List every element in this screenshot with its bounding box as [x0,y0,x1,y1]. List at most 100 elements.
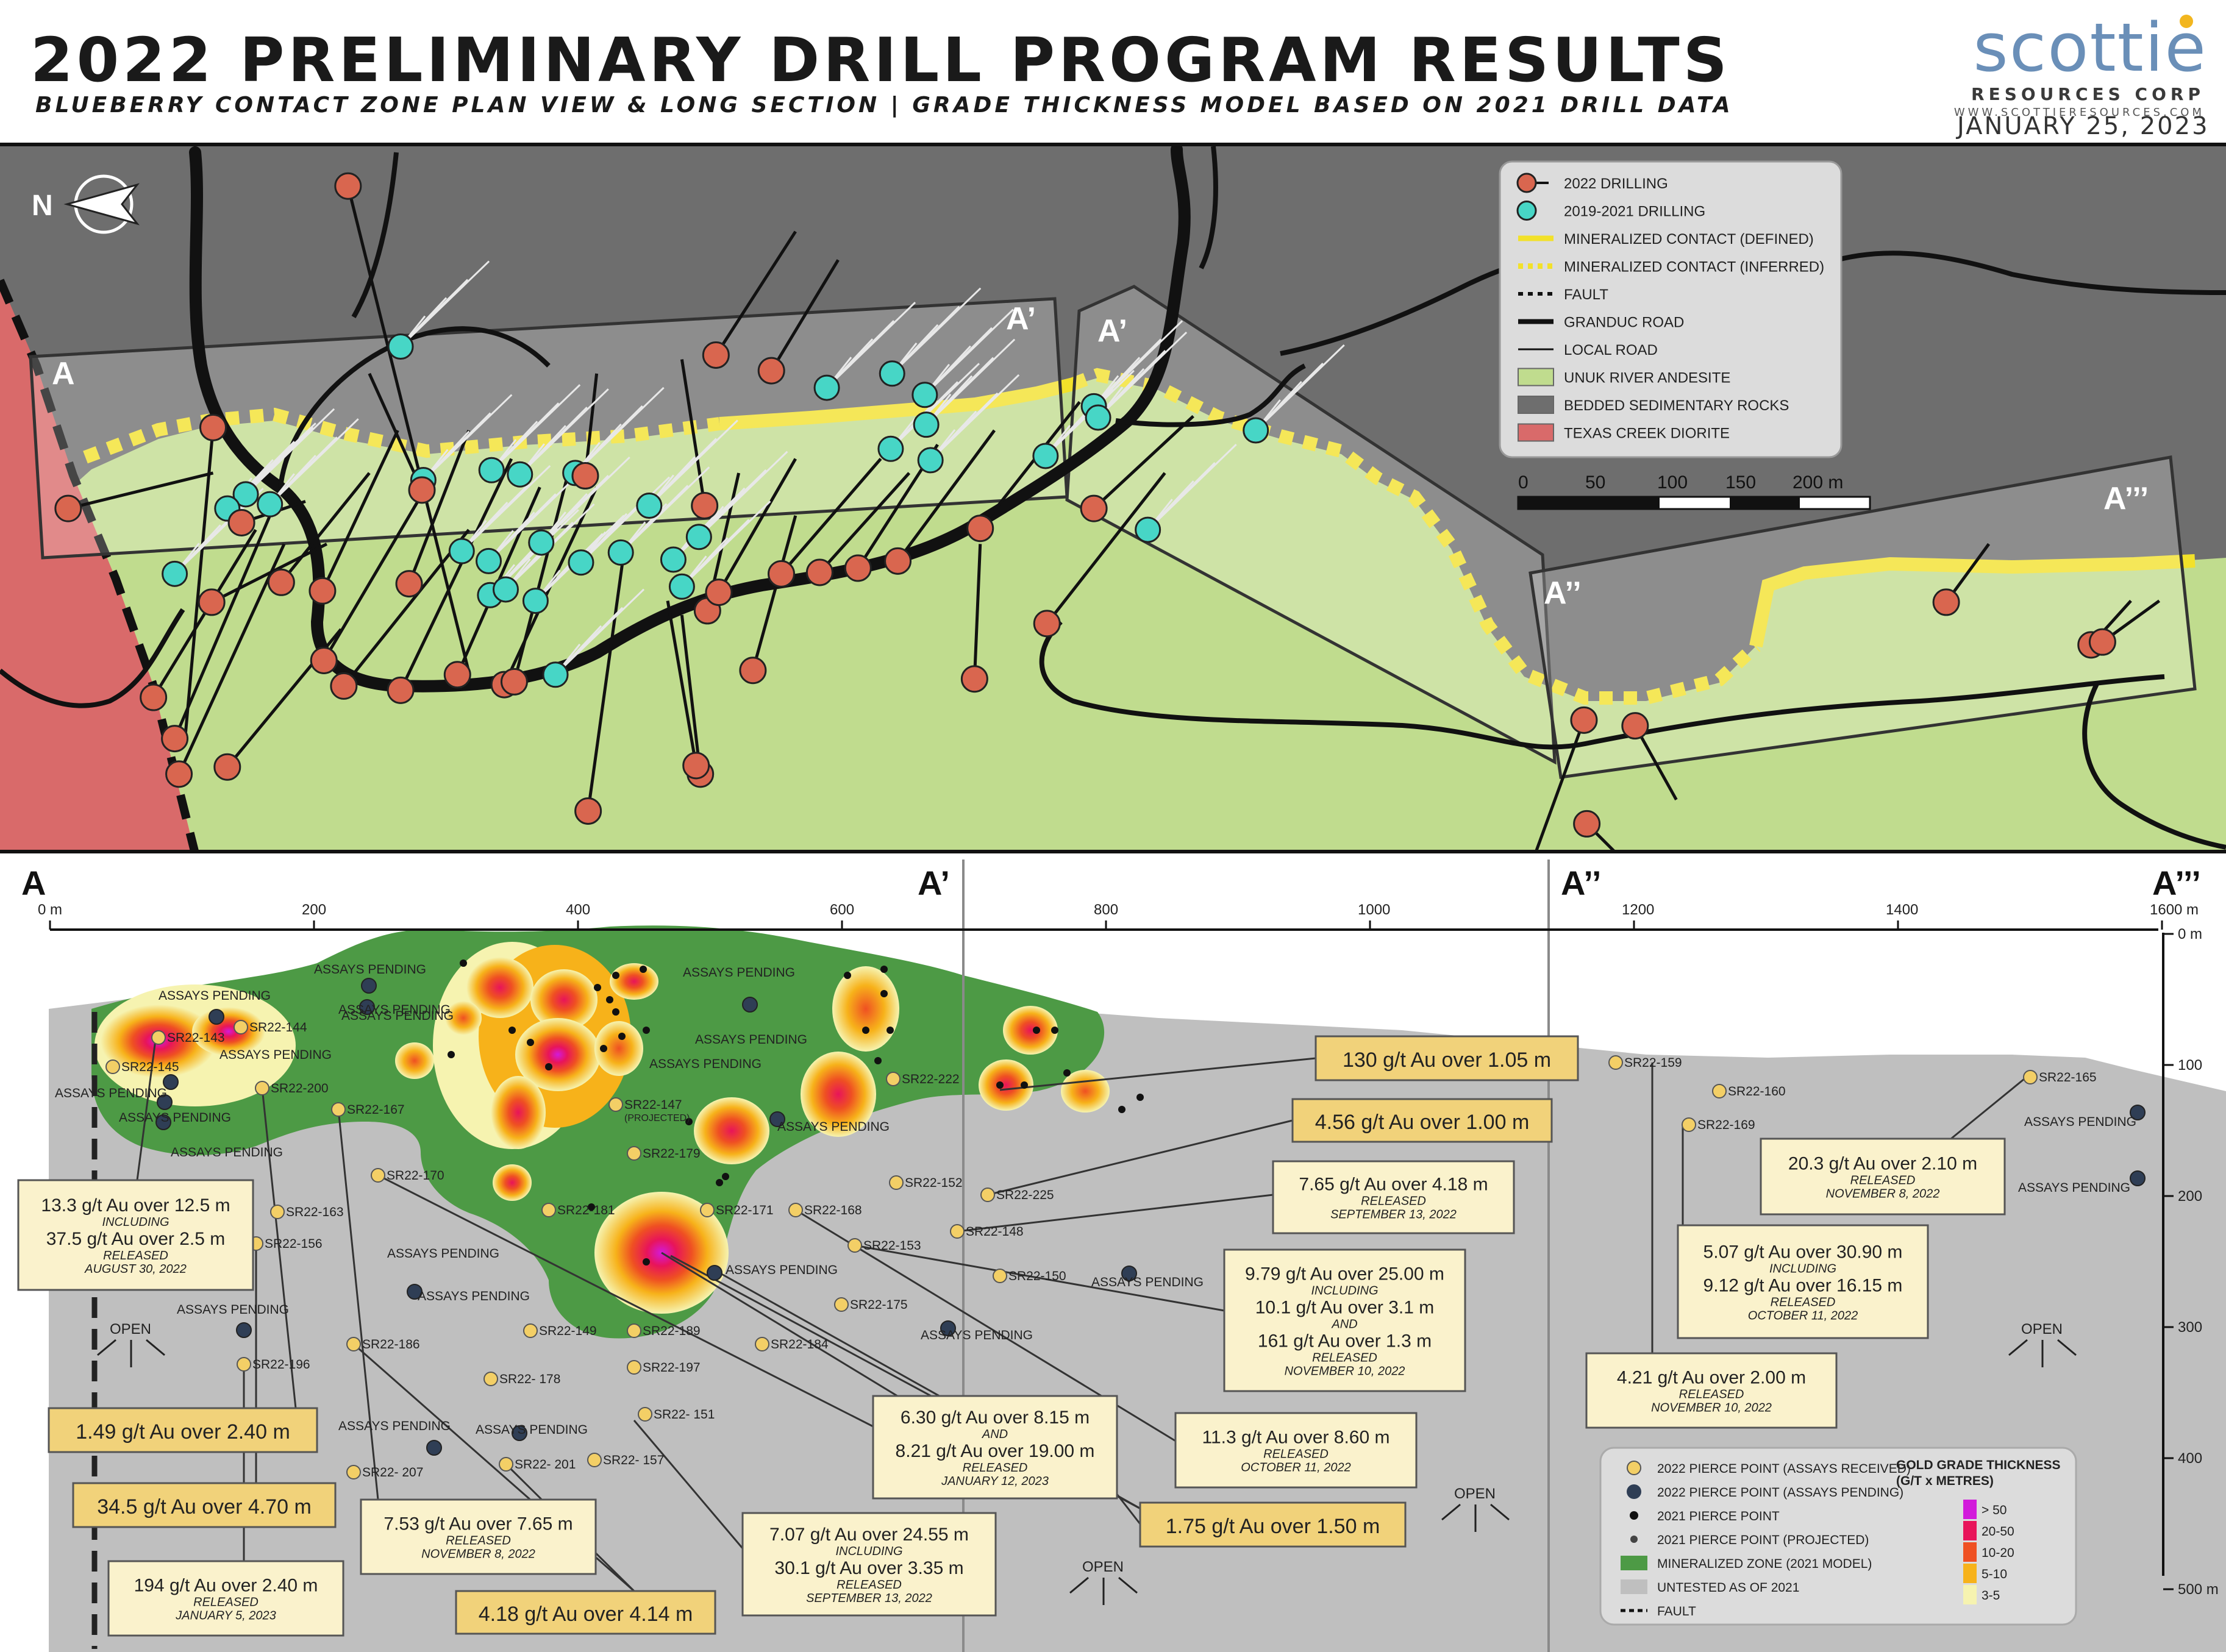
drill-trace-historic [698,450,788,538]
assays-pending-label: ASSAYS PENDING [338,1003,451,1017]
grade-blob [694,1097,769,1164]
pierce-point-2021 [588,1203,595,1211]
drill-collar-2022 [395,570,423,598]
callout-box [48,1407,318,1453]
hole-id-label: SR22-147 [624,1098,682,1112]
section-legend-label: 2021 PIERCE POINT (PROJECTED) [1657,1533,1869,1547]
drill-collar-2022 [1573,810,1601,838]
grade-blob [491,1076,546,1149]
drill-collar-historic [492,576,519,603]
callout-note: AND [1331,1318,1357,1331]
pierce-point-pending [769,1111,785,1127]
callout-note: INCLUDING [1769,1262,1836,1276]
drill-trace-2022 [513,472,570,683]
drill-collar-2022 [966,514,994,543]
pierce-point-received [371,1168,385,1183]
callout-intercept: 1.49 g/t Au over 2.40 m [76,1420,290,1444]
grade-blob [594,1021,643,1076]
section-label-a2: A’’ [1561,864,1601,902]
assays-pending-label: ASSAYS PENDING [683,966,795,980]
callout-intercept: 9.79 g/t Au over 25.00 m [1245,1264,1444,1284]
drill-trace-historic [891,287,982,374]
grade-blob [395,1042,434,1079]
grade-swatch [1963,1585,1977,1604]
hole-id-label: SR22-150 [1008,1269,1066,1283]
open-arrow-icon [1490,1503,1510,1521]
drill-collar-2022 [443,661,471,689]
pierce-point-received [346,1337,361,1351]
grade-swatch [1963,1500,1977,1519]
hole-id-label: SR22-222 [902,1072,960,1086]
callout-note: RELEASED [1361,1195,1426,1208]
pierce-points [105,960,2146,1479]
drill-trace-2022 [587,544,627,811]
page-subtitle: BLUEBERRY CONTACT ZONE PLAN VIEW & LONG … [35,93,1733,118]
texas-creek-diorite-area [0,280,195,853]
callout-intercept: 20.3 g/t Au over 2.10 m [1788,1154,1977,1174]
open-arrow-icon [1069,1576,1089,1594]
plan-legend-label: MINERALIZED CONTACT (INFERRED) [1564,259,1824,276]
drill-collar-historic [448,538,475,564]
grade-blob [493,1164,532,1201]
grade-swatch [1963,1521,1977,1540]
pierce-point-pending [2130,1105,2146,1120]
callout-box [1272,1160,1515,1234]
drill-trace-2022 [666,600,698,766]
assays-pending-label: ASSAYS PENDING [338,1419,451,1433]
pierce-point-received [627,1146,641,1161]
hole-id-label: SR22-175 [850,1298,908,1312]
intercept-callout: 1.75 g/t Au over 1.50 m [1139,1501,1407,1548]
leader-line [957,1194,1274,1233]
plan-legend-row: LOCAL ROAD [1518,342,1658,358]
drill-trace-2022 [680,614,702,775]
callout-box [1223,1248,1466,1392]
legend-swatch [1518,396,1554,414]
pierce-point-received [608,1097,623,1112]
y-tick-label: 400 [2178,1450,2202,1467]
legend-yellow-dot [1627,1461,1641,1475]
callout-intercept: 194 g/t Au over 2.40 m [134,1576,318,1596]
drill-collar-2022 [1621,712,1649,740]
drill-collar-historic [877,435,904,462]
legend-red-dot [1516,173,1537,193]
section-label-a1: A’ [918,864,950,902]
hole-id-label: SR22-145 [121,1060,179,1074]
drill-collar-2022 [574,797,602,825]
drill-collar-2022 [408,476,436,504]
intercept-callout: 7.65 g/t Au over 4.18 mRELEASEDSEPTEMBER… [1272,1160,1515,1234]
hole-id-label: SR22-170 [387,1169,444,1183]
callout-intercept: 13.3 g/t Au over 12.5 m [41,1195,230,1216]
pierce-point-2021 [685,1118,693,1125]
callout-intercept: 4.56 g/t Au over 1.00 m [1315,1111,1530,1134]
hole-id-label: SR22-167 [347,1103,405,1117]
drill-trace-2022 [323,486,428,661]
plan-legend-row: BEDDED SEDIMENTARY ROCKS [1518,396,1789,414]
assays-pending-label: ASSAYS PENDING [55,1086,167,1100]
drill-collar-2022 [54,494,82,522]
scale-segment-1 [1518,497,1573,509]
pierce-point-received [331,1102,346,1117]
callout-box [1677,1224,1929,1339]
callout-note: RELEASED [446,1534,511,1548]
drill-trace-2022 [68,471,214,510]
callout-intercept: 34.5 g/t Au over 4.70 m [97,1495,312,1518]
open-markers: OPEN OPEN OPEN OPEN [97,1321,2077,1605]
section-legend-panel [1599,1447,2077,1626]
assays-pending-label: ASSAYS PENDING [171,1145,283,1159]
open-marker: OPEN [1441,1486,1510,1532]
mineralized-contact-defined [719,377,2196,648]
hole-id-label: SR22-225 [996,1188,1054,1202]
pierce-point-2021 [722,1173,729,1180]
drill-collar-historic [507,461,533,488]
callout-note: RELEASED [963,1461,1028,1475]
plan-legend-row: 2022 DRILLING [1516,173,1668,193]
pierce-point-received [889,1175,904,1190]
pierce-point-2021 [886,1027,894,1034]
hole-id-label: SR22- 207 [362,1465,423,1479]
drill-collar-historic [1243,417,1269,444]
x-tick-label: 400 [566,902,590,918]
section-legend-row: 2022 PIERCE POINT (ASSAYS RECEIVED) [1627,1461,1911,1476]
